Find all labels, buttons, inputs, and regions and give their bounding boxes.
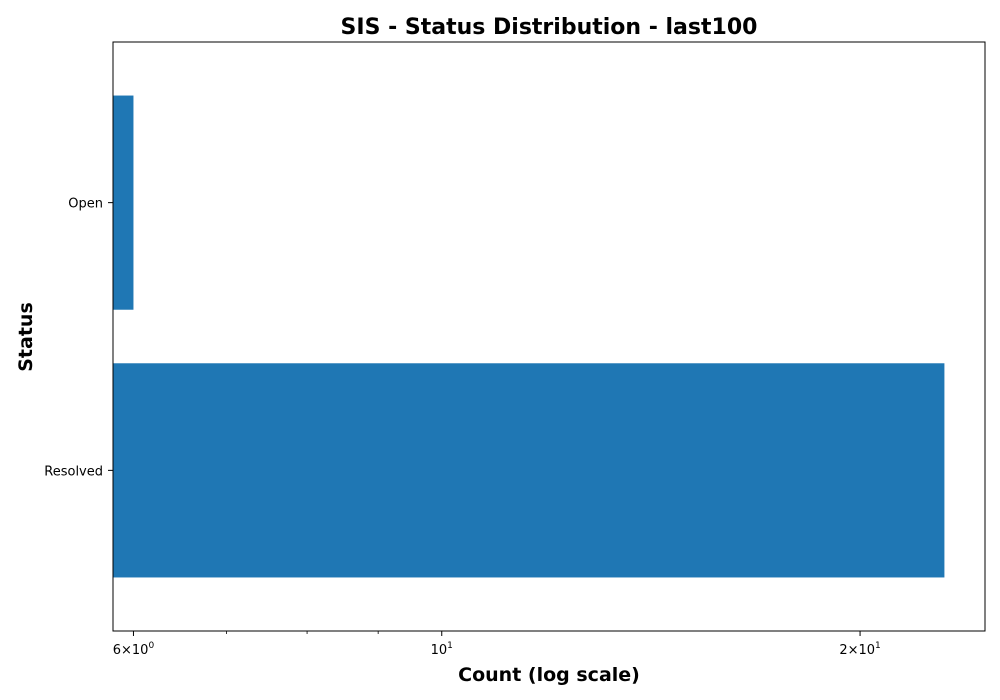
x-axis-label: Count (log scale) <box>458 664 640 686</box>
x-tick-label: 101 <box>431 641 453 658</box>
x-tick-label: 2×101 <box>839 641 880 658</box>
y-axis: Open Resolved <box>44 197 113 479</box>
x-tick-label: 6×100 <box>113 641 155 658</box>
bar-open <box>113 95 134 310</box>
x-axis: 6×100 101 2×101 <box>113 631 881 658</box>
y-tick-label: Open <box>68 197 103 212</box>
plot-frame <box>112 41 986 632</box>
chart-title: SIS - Status Distribution - last100 <box>341 15 758 40</box>
y-axis-label: Status <box>15 302 37 372</box>
bars <box>113 95 945 578</box>
bar-resolved <box>113 363 945 578</box>
y-tick-label: Resolved <box>44 464 103 479</box>
